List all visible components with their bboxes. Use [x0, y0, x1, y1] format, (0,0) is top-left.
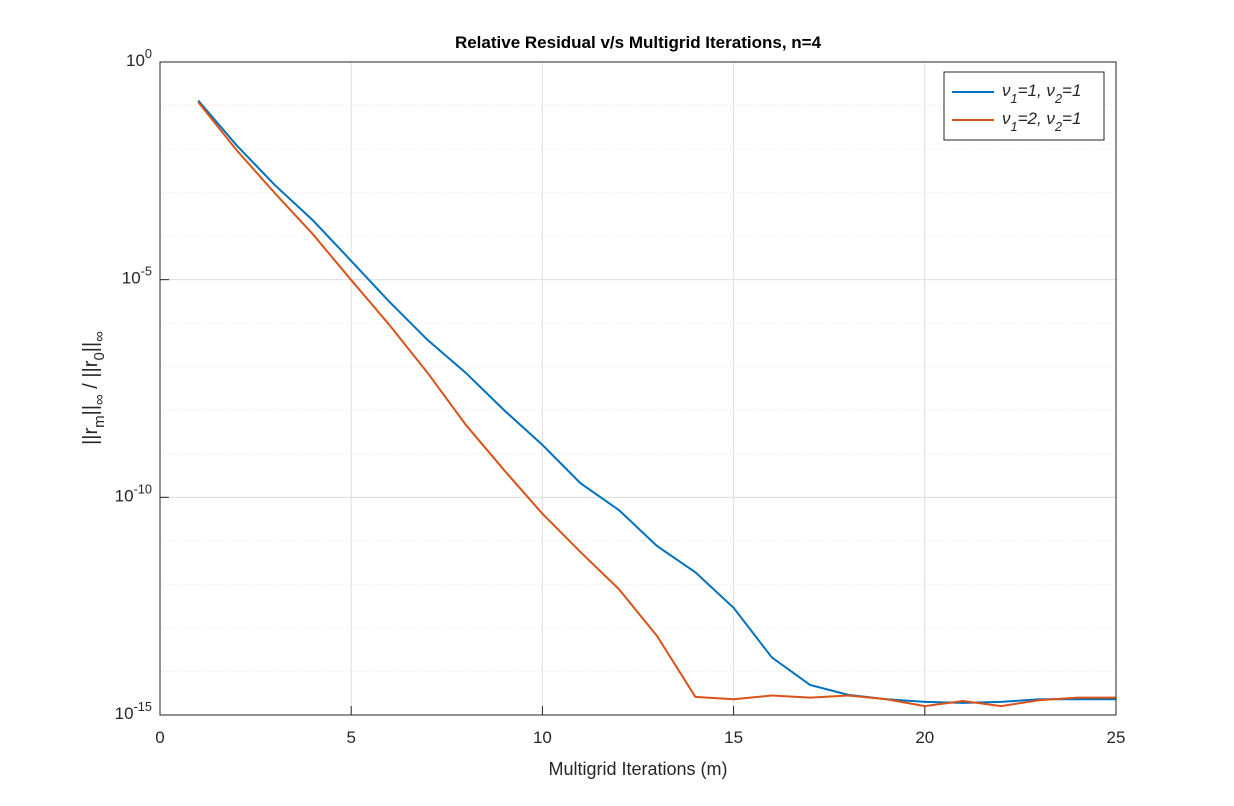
series-line	[197, 101, 1116, 708]
legend-label: ν1=1, ν2=1	[1002, 81, 1081, 105]
x-tick-label: 0	[155, 728, 164, 747]
plot-area	[160, 62, 1116, 715]
y-tick-label: 10-15	[115, 699, 152, 724]
legend-label: ν1=2, ν2=1	[1002, 109, 1081, 133]
x-axis-label: Multigrid Iterations (m)	[548, 759, 727, 779]
x-tick-label: 20	[915, 728, 934, 747]
axes-box	[159, 61, 1117, 716]
x-tick-label: 5	[346, 728, 355, 747]
series-line	[197, 99, 1116, 704]
x-tick-label: 15	[724, 728, 743, 747]
y-tick-label: 10-10	[115, 481, 152, 506]
y-axis-label: ||rm||∞ / ||r0||∞	[80, 331, 108, 445]
y-tick-label: 100	[126, 46, 152, 71]
y-tick-label: 10-5	[122, 264, 152, 289]
x-tick-label: 25	[1107, 728, 1126, 747]
x-tick-label: 10	[533, 728, 552, 747]
legend-box	[943, 71, 1105, 141]
chart-title: Relative Residual v/s Multigrid Iteratio…	[455, 33, 822, 52]
